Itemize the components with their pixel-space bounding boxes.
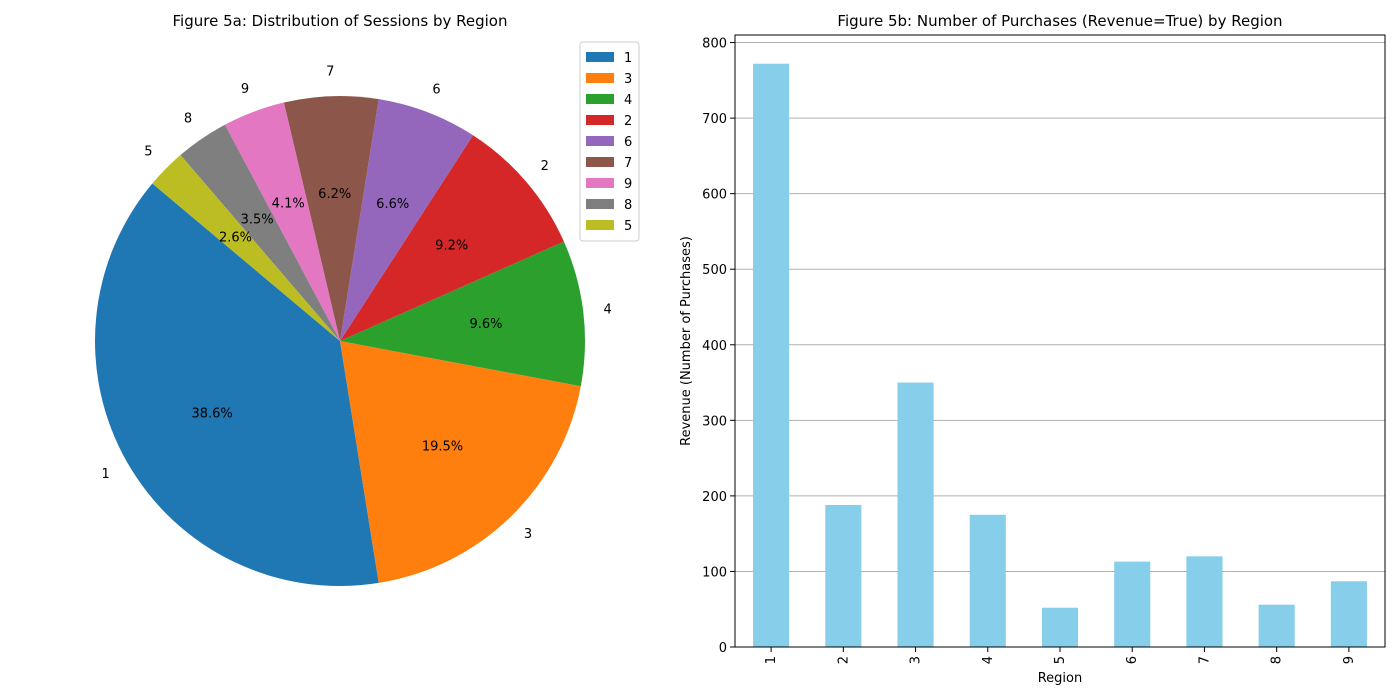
bar-region-7 bbox=[1186, 556, 1223, 647]
pie-chart-panel: Figure 5a: Distribution of Sessions by R… bbox=[95, 12, 640, 587]
pie-legend: 1 3 4 2 6 7 9 8 5 bbox=[579, 41, 640, 242]
x-tick-label-7: 7 bbox=[1197, 656, 1212, 664]
bar-region-6 bbox=[1114, 561, 1151, 647]
y-axis-label: Revenue (Number of Purchases) bbox=[679, 236, 694, 446]
x-tick-label-1: 1 bbox=[764, 656, 779, 664]
y-tick-label-300: 300 bbox=[702, 414, 727, 429]
pie-slice-7 bbox=[283, 96, 379, 341]
legend-swatch-7 bbox=[586, 157, 614, 167]
legend-label-1: 1 bbox=[624, 51, 632, 66]
pie-category-label-6: 6 bbox=[432, 82, 440, 97]
x-tick-label-5: 5 bbox=[1053, 656, 1068, 664]
x-tick-label-2: 2 bbox=[836, 656, 851, 664]
x-tick-label-3: 3 bbox=[909, 656, 924, 664]
legend-label-8: 8 bbox=[624, 198, 632, 213]
pie-percent-label-6: 6.6% bbox=[376, 197, 409, 212]
bar-region-5 bbox=[1041, 607, 1079, 647]
y-tick-label-400: 400 bbox=[702, 339, 727, 354]
legend-swatch-1 bbox=[586, 52, 614, 62]
y-tick-label-200: 200 bbox=[702, 490, 727, 505]
legend-swatch-9 bbox=[586, 178, 614, 188]
pie-percent-label-8: 3.5% bbox=[241, 213, 274, 228]
pie-category-label-7: 7 bbox=[326, 65, 334, 80]
pie-category-label-8: 8 bbox=[184, 111, 192, 126]
pie-category-label-4: 4 bbox=[604, 303, 612, 318]
y-tick-label-700: 700 bbox=[702, 112, 727, 127]
x-tick-label-9: 9 bbox=[1342, 656, 1357, 664]
pie-category-label-3: 3 bbox=[524, 527, 532, 542]
x-tick-label-8: 8 bbox=[1270, 656, 1285, 664]
pie-slice-9 bbox=[224, 102, 340, 342]
bar-region-2 bbox=[825, 504, 862, 647]
pie-slice-2 bbox=[340, 135, 564, 341]
x-axis-label: Region bbox=[1038, 671, 1083, 686]
bar-bars bbox=[753, 63, 1367, 647]
pie-percent-label-7: 6.2% bbox=[318, 187, 351, 202]
pie-chart-title: Figure 5a: Distribution of Sessions by R… bbox=[173, 12, 508, 30]
bar-region-3 bbox=[897, 382, 934, 647]
pie-category-label-9: 9 bbox=[241, 82, 249, 97]
pie-slice-8 bbox=[180, 124, 340, 342]
pie-slice-6 bbox=[340, 99, 474, 341]
legend-swatch-6 bbox=[586, 136, 614, 146]
pie-percent-label-4: 9.6% bbox=[469, 317, 502, 332]
legend-label-7: 7 bbox=[624, 156, 632, 171]
legend-label-4: 4 bbox=[624, 93, 632, 108]
legend-swatch-4 bbox=[586, 94, 614, 104]
legend-label-5: 5 bbox=[624, 219, 632, 234]
x-axis-ticks: 1 2 3 4 5 6 7 8 9 bbox=[764, 647, 1357, 664]
legend-label-6: 6 bbox=[624, 135, 632, 150]
bar-region-1 bbox=[753, 63, 790, 647]
y-tick-label-100: 100 bbox=[702, 565, 727, 580]
y-tick-label-800: 800 bbox=[702, 37, 727, 52]
bar-region-8 bbox=[1258, 604, 1295, 647]
pie-slice-1 bbox=[95, 183, 379, 587]
pie-category-label-5: 5 bbox=[144, 145, 152, 160]
legend-label-2: 2 bbox=[624, 114, 632, 129]
legend-swatch-5 bbox=[586, 220, 614, 230]
y-axis-ticks: 0 100 200 300 400 500 600 700 800 bbox=[702, 37, 735, 656]
pie-category-label-1: 1 bbox=[101, 467, 109, 482]
pie-slice-5 bbox=[152, 155, 340, 341]
legend-swatch-3 bbox=[586, 73, 614, 83]
pie-percent-label-3: 19.5% bbox=[422, 439, 463, 454]
y-tick-label-500: 500 bbox=[702, 263, 727, 278]
legend-label-9: 9 bbox=[624, 177, 632, 192]
bar-region-4 bbox=[969, 514, 1006, 647]
bar-region-9 bbox=[1330, 581, 1367, 647]
pie-labels: 1 38.6% 3 19.5% 4 9.6% 2 9.2% 6 6.6% 7 6.2% 9 4.1% 8 3.… bbox=[101, 65, 611, 542]
pie-category-label-2: 2 bbox=[541, 159, 549, 174]
x-tick-label-4: 4 bbox=[981, 656, 996, 664]
bar-chart-title: Figure 5b: Number of Purchases (Revenue=… bbox=[837, 12, 1282, 30]
legend-swatch-8 bbox=[586, 199, 614, 209]
y-tick-label-600: 600 bbox=[702, 188, 727, 203]
pie-slices bbox=[95, 96, 586, 587]
y-tick-label-0: 0 bbox=[719, 641, 727, 656]
pie-percent-label-9: 4.1% bbox=[272, 196, 305, 211]
pie-slice-4 bbox=[340, 241, 586, 387]
pie-slice-3 bbox=[340, 341, 581, 583]
x-tick-label-6: 6 bbox=[1125, 656, 1140, 664]
pie-percent-label-2: 9.2% bbox=[435, 239, 468, 254]
pie-percent-label-5: 2.6% bbox=[219, 231, 252, 246]
pie-percent-label-1: 38.6% bbox=[191, 407, 232, 422]
legend-swatch-2 bbox=[586, 115, 614, 125]
legend-label-3: 3 bbox=[624, 72, 632, 87]
bar-chart-panel: Figure 5b: Number of Purchases (Revenue=… bbox=[679, 12, 1386, 686]
